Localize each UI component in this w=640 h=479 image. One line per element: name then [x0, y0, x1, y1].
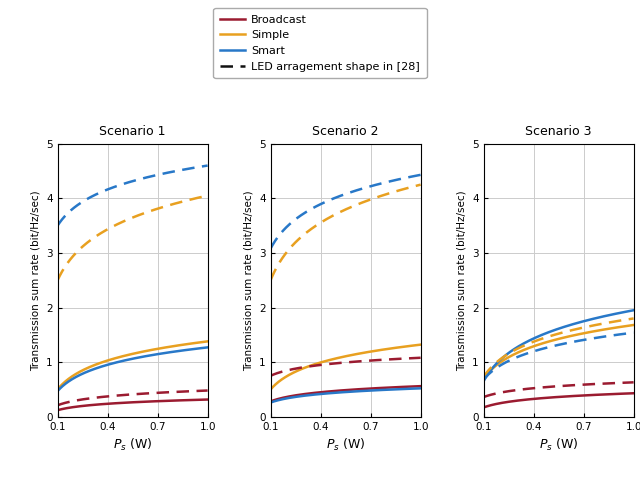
Title: Scenario 1: Scenario 1	[99, 125, 166, 138]
Legend: Broadcast, Simple, Smart, LED arragement shape in [28]: Broadcast, Simple, Smart, LED arragement…	[213, 8, 427, 79]
X-axis label: $P_s$ (W): $P_s$ (W)	[326, 437, 365, 453]
Y-axis label: Transmission sum rate (bit/Hz/sec): Transmission sum rate (bit/Hz/sec)	[244, 190, 253, 371]
X-axis label: $P_s$ (W): $P_s$ (W)	[539, 437, 579, 453]
Title: Scenario 2: Scenario 2	[312, 125, 379, 138]
Title: Scenario 3: Scenario 3	[525, 125, 592, 138]
X-axis label: $P_s$ (W): $P_s$ (W)	[113, 437, 152, 453]
Y-axis label: Transmission sum rate (bit/Hz/sec): Transmission sum rate (bit/Hz/sec)	[31, 190, 40, 371]
Y-axis label: Transmission sum rate (bit/Hz/sec): Transmission sum rate (bit/Hz/sec)	[456, 190, 467, 371]
